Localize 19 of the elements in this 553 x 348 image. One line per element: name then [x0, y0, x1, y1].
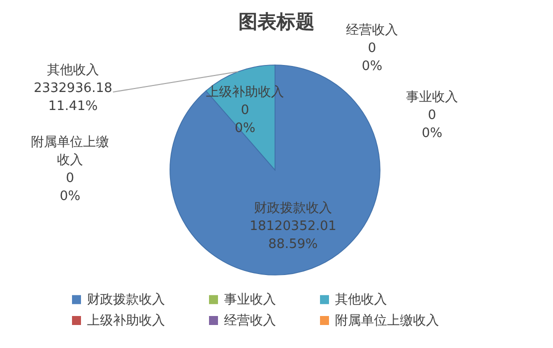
legend-label: 其他收入 — [335, 292, 387, 308]
category-label: 附属单位上缴收入 — [31, 135, 109, 168]
legend-label: 财政拨款收入 — [87, 292, 165, 308]
text: 0 0% — [60, 171, 80, 204]
category-label: 上级补助收入 — [206, 85, 284, 100]
data-label: 18120352.01 88.59% — [250, 219, 336, 252]
slice-label: 财政拨款收入 — [254, 201, 332, 216]
text: 0 0% — [234, 103, 256, 136]
data-label: 2332936.18 11.41% — [34, 81, 112, 114]
chart-title: 图表标题 — [238, 11, 314, 33]
legend-label: 附属单位上缴收入 — [335, 314, 439, 328]
legend-label: 事业收入 — [224, 292, 276, 308]
category-label: 事业收入 — [406, 90, 458, 105]
text: 0 0% — [362, 41, 382, 74]
text: 0 0% — [422, 108, 442, 141]
slice-label: 其他收入 — [47, 63, 99, 78]
legend-label: 上级补助收入 — [87, 314, 165, 328]
legend-label: 经营收入 — [224, 314, 276, 328]
category-label: 经营收入 — [346, 23, 398, 38]
